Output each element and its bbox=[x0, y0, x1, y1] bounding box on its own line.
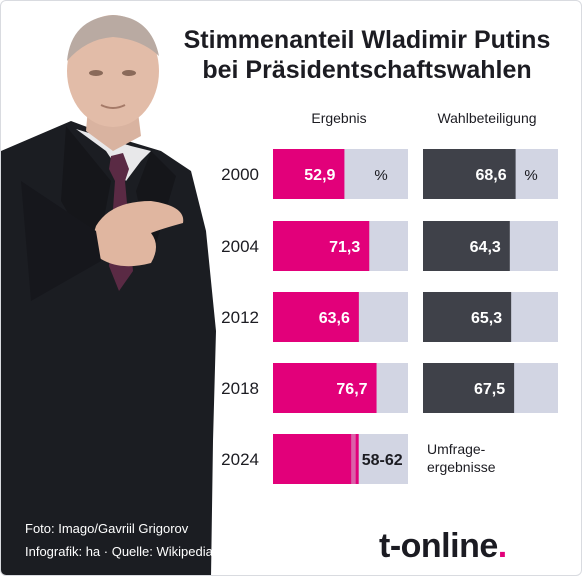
chart-title: Stimmenanteil Wladimir Putins bei Präsid… bbox=[167, 25, 567, 85]
logo-text: t-online bbox=[379, 527, 498, 565]
column-header-result: Ergebnis bbox=[311, 110, 366, 126]
result-value-label: 71,3 bbox=[329, 239, 360, 256]
year-label: 2018 bbox=[221, 379, 259, 398]
result-unit-label: % bbox=[374, 167, 387, 184]
turnout-value-label: 65,3 bbox=[471, 310, 502, 327]
result-bar bbox=[273, 221, 370, 271]
logo-dot: . bbox=[497, 527, 507, 565]
title-line-1: Stimmenanteil Wladimir Putins bbox=[183, 26, 551, 54]
portrait-photo bbox=[1, 15, 216, 575]
result-value-label: 63,6 bbox=[319, 310, 350, 327]
turnout-value-label: 68,6 bbox=[475, 167, 506, 184]
turnout-unit-label: % bbox=[524, 167, 537, 184]
poll-value-label: 58-62 bbox=[362, 452, 403, 469]
result-value-label: 52,9 bbox=[304, 167, 335, 184]
turnout-bar bbox=[423, 221, 510, 271]
turnout-bar bbox=[423, 363, 515, 413]
poll-bar bbox=[273, 434, 352, 484]
poll-note-line-1: Umfrage- bbox=[427, 441, 486, 457]
poll-range-marker bbox=[355, 434, 359, 484]
turnout-value-label: 64,3 bbox=[470, 239, 501, 256]
year-label: 2000 bbox=[221, 165, 259, 184]
poll-note-line-2: ergebnisse bbox=[427, 459, 496, 475]
result-bar bbox=[273, 149, 345, 199]
photo-credit: Foto: Imago/Gavriil Grigorov bbox=[25, 521, 189, 536]
turnout-bar bbox=[423, 292, 512, 342]
result-bar bbox=[273, 363, 377, 413]
t-online-logo: t-online. bbox=[379, 527, 507, 566]
year-label: 2004 bbox=[221, 237, 259, 256]
column-header-turnout: Wahlbeteiligung bbox=[437, 110, 536, 126]
result-value-label: 76,7 bbox=[336, 381, 367, 398]
year-label: 2024 bbox=[221, 450, 259, 469]
result-bar bbox=[273, 292, 359, 342]
year-label: 2012 bbox=[221, 308, 259, 327]
turnout-bar bbox=[423, 149, 516, 199]
infographic-credit: Infografik: ha · Quelle: Wikipedia, FR, … bbox=[25, 544, 275, 559]
poll-range-band bbox=[351, 434, 357, 484]
title-line-2: bei Präsidentschaftswahlen bbox=[202, 56, 532, 84]
turnout-value-label: 67,5 bbox=[474, 381, 505, 398]
